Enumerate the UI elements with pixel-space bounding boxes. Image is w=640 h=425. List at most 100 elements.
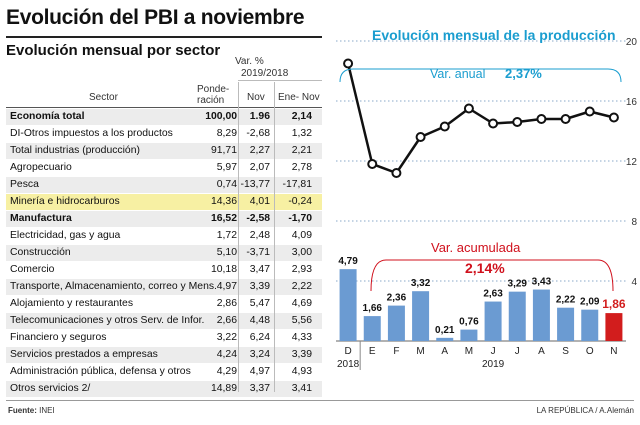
nov-cell: 5,47 [249, 298, 270, 309]
sector-cell: Financiero y seguros [10, 332, 107, 343]
nov-cell: -2,68 [246, 128, 270, 139]
weight-cell: 4,97 [216, 281, 237, 292]
x-tick-label: M [416, 346, 424, 357]
weight-cell: 16,52 [210, 213, 237, 224]
bar [508, 291, 526, 341]
weight-cell: 5,97 [216, 162, 237, 173]
line-point [560, 114, 571, 124]
table-row: Pesca 0,74 -13,77 -17,81 [6, 177, 322, 193]
year-label: 2019 [482, 359, 505, 370]
weight-cell: 14,36 [210, 196, 237, 207]
period-rule [238, 80, 322, 81]
ene-nov-cell: 2,78 [291, 162, 312, 173]
ene-nov-cell: 3,00 [291, 247, 312, 258]
sector-cell: Electricidad, gas y agua [10, 230, 121, 241]
table-row: Alojamiento y restaurantes 2,86 5,47 4,69 [6, 296, 322, 312]
nov-cell: -2,58 [246, 213, 270, 224]
x-tick-label: A [441, 346, 448, 357]
sector-cell: Transporte, Almacenamiento, correo y Men… [10, 281, 217, 292]
table-row: Manufactura 16,52 -2,58 -1,70 [6, 211, 322, 227]
ene-nov-cell: 3,41 [291, 383, 312, 394]
nov-cell: -3,71 [246, 247, 270, 258]
sector-cell: Alojamiento y restaurantes [10, 298, 134, 309]
sector-cell: Total industrias (producción) [10, 145, 140, 156]
nov-cell: 2,27 [249, 145, 270, 156]
accum-bracket [370, 259, 614, 292]
weight-cell: 4,24 [216, 349, 237, 360]
ene-nov-cell: 2,93 [291, 264, 312, 275]
y-tick-label: 4 [631, 277, 637, 288]
bar-value-label: 4,79 [338, 256, 358, 267]
line-point [343, 58, 354, 69]
nov-cell: -13,77 [240, 179, 270, 190]
nov-cell: 3,24 [249, 349, 270, 360]
ene-nov-cell: -17,81 [282, 179, 312, 190]
annual-value: 2,37% [505, 66, 542, 81]
bar [363, 316, 381, 341]
source-value: INEI [39, 406, 55, 415]
ene-nov-cell: 2,22 [291, 281, 312, 292]
ene-nov-cell: 3,39 [291, 349, 312, 360]
ene-nov-cell: 1,32 [291, 128, 312, 139]
table-title: Evolución mensual por sector [6, 42, 221, 59]
nov-cell: 1.96 [249, 111, 270, 122]
y-tick-label: 8 [631, 217, 637, 228]
line-point [536, 114, 547, 124]
table-row: DI-Otros impuestos a los productos 8,29 -2… [6, 126, 322, 142]
nov-cell: 3,47 [249, 264, 270, 275]
weight-cell: 10,18 [210, 264, 237, 275]
column-divider [274, 82, 275, 392]
nov-cell: 4,48 [249, 315, 270, 326]
bar-value-label: 0,76 [459, 317, 479, 328]
line-point [512, 117, 523, 127]
bar-value-label: 2,22 [556, 295, 576, 306]
annual-label: Var. anual [430, 67, 485, 81]
x-tick-label: J [491, 346, 496, 357]
line-point [608, 112, 619, 123]
line-point [415, 132, 426, 142]
sector-cell: Otros servicios 2/ [10, 383, 91, 394]
table-row: Otros servicios 2/14,89 3,37 3,41 [6, 381, 322, 397]
bar-value-label: 1,66 [363, 303, 383, 314]
accum-value: 2,14% [465, 260, 505, 276]
bar [605, 313, 623, 341]
nov-cell: 3,39 [249, 281, 270, 292]
y-tick-label: 16 [626, 97, 638, 108]
chart-title: Evolución mensual de la producción [372, 27, 616, 43]
x-tick-label: D [344, 346, 351, 357]
table-row: Administración pública, defensa y otros 4… [6, 364, 322, 380]
bar [581, 309, 599, 341]
bar-value-label: 2,09 [580, 297, 600, 308]
header-weight-1: Ponde- [197, 84, 230, 95]
line-point [584, 106, 595, 117]
period-label: 2019/2018 [241, 68, 289, 79]
ene-nov-cell: 5,56 [291, 315, 312, 326]
table-row: Minería e hidrocarburos 14,36 4,01 -0,24 [6, 194, 322, 210]
table-row: Transporte, Almacenamiento, correo y Men… [6, 279, 322, 295]
header-ene-nov: Ene- Nov [278, 92, 320, 103]
sector-cell: Pesca [10, 179, 39, 190]
table-row: Financiero y seguros 3,22 6,24 4,33 [6, 330, 322, 346]
ene-nov-cell: -1,70 [288, 213, 312, 224]
nov-cell: 4,01 [249, 196, 270, 207]
line-point [367, 159, 378, 169]
line-point [463, 103, 474, 114]
sector-cell: Servicios prestados a empresas [10, 349, 158, 360]
sector-cell: Administración pública, defensa y otros [10, 366, 191, 377]
sector-cell: Telecomunicaciones y otros Serv. de Info… [10, 315, 205, 326]
header-weight-2: ración [197, 95, 225, 106]
weight-cell: 0,74 [216, 179, 237, 190]
table-row: Economía total 100,00 1.96 2,14 [6, 109, 322, 125]
line-point [439, 121, 450, 132]
bar-value-label: 3,29 [508, 279, 528, 290]
page-title: Evolución del PBI a noviembre [6, 6, 305, 29]
source-label: Fuente: [8, 406, 37, 415]
column-divider [238, 82, 239, 392]
sector-cell: Economía total [10, 111, 85, 122]
bar [436, 337, 454, 341]
nov-cell: 6,24 [249, 332, 270, 343]
bar-value-label: 0,21 [435, 325, 455, 336]
header-nov: Nov [247, 92, 265, 103]
x-tick-label: J [515, 346, 520, 357]
weight-cell: 4,29 [216, 366, 237, 377]
